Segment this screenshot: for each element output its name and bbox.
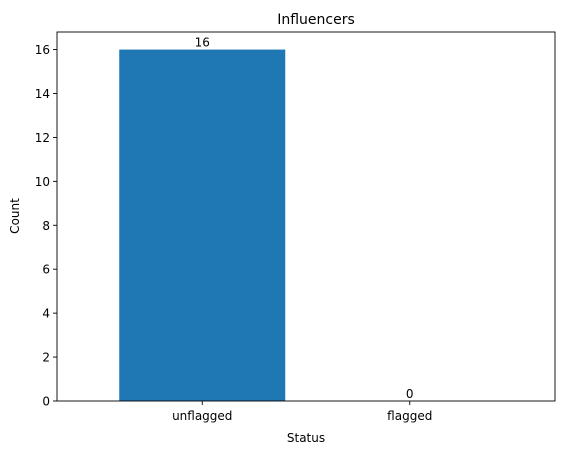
y-tick-label: 0 <box>42 395 50 409</box>
data-labels-layer: 16 0 <box>195 36 414 401</box>
bars-layer <box>119 49 286 401</box>
x-tick-label-flagged: flagged <box>387 409 432 423</box>
x-axis-label: Status <box>287 431 325 445</box>
data-label-flagged: 0 <box>406 387 414 401</box>
data-label-unflagged: 16 <box>195 36 210 50</box>
y-tick-label: 10 <box>35 175 50 189</box>
y-tick-label: 8 <box>42 219 50 233</box>
y-tick-label: 12 <box>35 131 50 145</box>
x-axis: unflagged flagged <box>172 401 432 423</box>
y-axis-label: Count <box>8 198 22 234</box>
chart-title: Influencers <box>277 12 355 28</box>
y-axis: 0 2 4 6 8 10 12 14 16 <box>35 43 57 409</box>
y-tick-label: 4 <box>42 307 50 321</box>
bar-unflagged <box>119 49 286 401</box>
plot-frame <box>56 31 556 402</box>
y-tick-label: 6 <box>42 263 50 277</box>
y-tick-label: 2 <box>42 351 50 365</box>
y-tick-label: 16 <box>35 43 50 57</box>
x-tick-label-unflagged: unflagged <box>172 409 232 423</box>
y-tick-label: 14 <box>35 87 50 101</box>
